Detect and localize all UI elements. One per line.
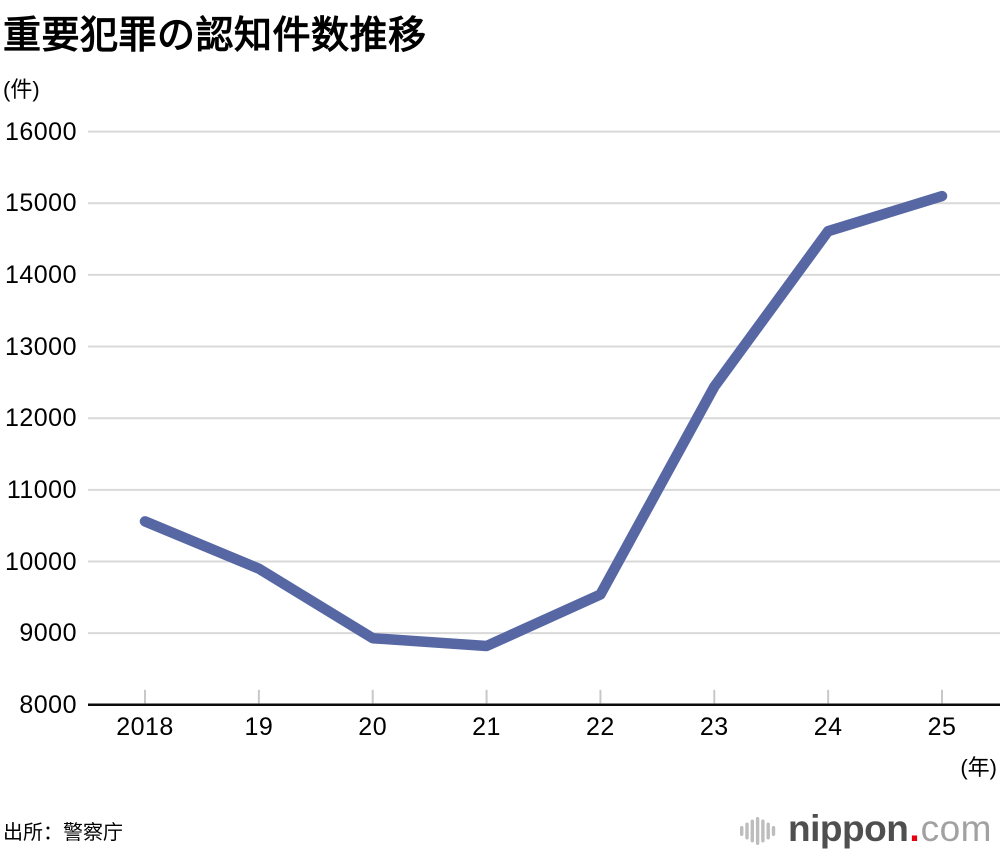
x-tick-label: 23 bbox=[699, 713, 729, 741]
logo-red-dot: . bbox=[909, 808, 920, 849]
x-tick-label: 2018 bbox=[116, 713, 174, 741]
x-tick-label: 25 bbox=[927, 713, 957, 741]
x-tick-label: 24 bbox=[813, 713, 843, 741]
y-tick-label: 16000 bbox=[4, 117, 77, 146]
equalizer-bar bbox=[750, 819, 755, 843]
equalizer-bar bbox=[766, 822, 770, 840]
x-tick-label: 21 bbox=[472, 713, 501, 741]
x-tick-label: 20 bbox=[358, 713, 388, 741]
equalizer-bar bbox=[771, 826, 776, 836]
x-tick-label: 22 bbox=[586, 713, 615, 741]
y-tick-label: 8000 bbox=[19, 690, 77, 719]
y-tick-label: 14000 bbox=[4, 260, 77, 289]
logo-name-text: nippon bbox=[788, 808, 909, 849]
y-tick-label: 10000 bbox=[4, 547, 77, 576]
y-tick-label: 9000 bbox=[19, 619, 77, 648]
y-axis-unit-label: (件) bbox=[3, 77, 40, 102]
y-tick-label: 13000 bbox=[4, 332, 77, 361]
x-tick-label: 19 bbox=[244, 713, 274, 741]
equalizer-bar bbox=[761, 819, 765, 843]
y-tick-label: 11000 bbox=[6, 475, 77, 504]
x-axis-ticks bbox=[144, 689, 943, 704]
equalizer-bar bbox=[755, 817, 760, 845]
equalizer-bar bbox=[745, 822, 749, 840]
equalizer-bars-icon bbox=[740, 817, 776, 845]
x-axis-unit-label: (年) bbox=[960, 755, 997, 780]
source-note: 出所：警察庁 bbox=[3, 822, 123, 844]
data-line-series bbox=[139, 190, 948, 652]
logo-tld-text: com bbox=[920, 808, 992, 849]
y-tick-label: 12000 bbox=[4, 404, 77, 433]
y-tick-label: 15000 bbox=[4, 189, 77, 218]
chart-title: 重要犯罪の認知件数推移 bbox=[3, 15, 427, 57]
nippon-com-logo: nippon . com bbox=[739, 806, 992, 852]
equalizer-bar bbox=[740, 826, 744, 836]
